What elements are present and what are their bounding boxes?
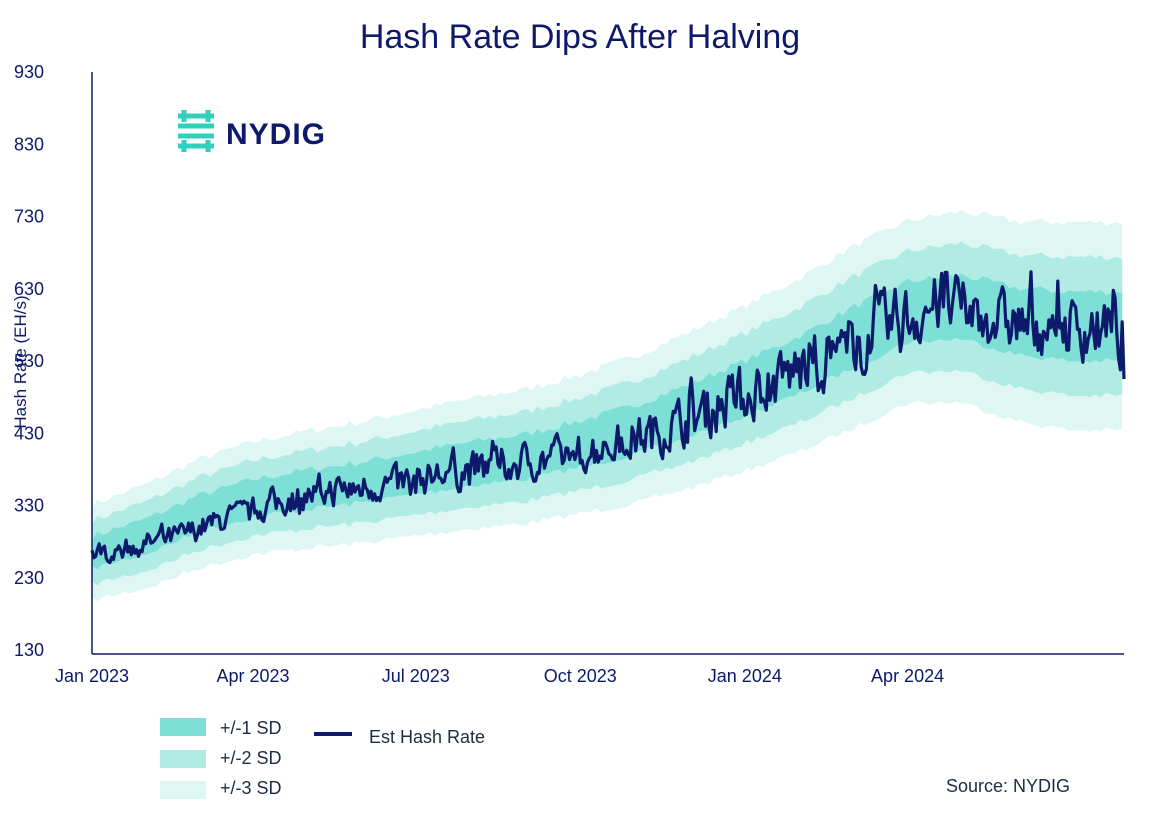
x-tick-label: Apr 2024 xyxy=(871,666,944,686)
x-tick-label: Jan 2024 xyxy=(708,666,782,686)
nydig-logo-icon xyxy=(178,110,214,152)
x-tick-label: Jan 2023 xyxy=(55,666,129,686)
legend-label-line: Est Hash Rate xyxy=(369,727,485,747)
nydig-logo: NYDIG xyxy=(178,110,326,152)
y-tick-label: 130 xyxy=(14,640,44,660)
y-tick-label: 930 xyxy=(14,62,44,82)
x-tick-label: Apr 2023 xyxy=(216,666,289,686)
series-layer xyxy=(90,270,1126,565)
y-tick-label: 730 xyxy=(14,207,44,227)
sd-bands xyxy=(92,209,1123,602)
legend-label-sd3: +/-3 SD xyxy=(220,778,282,798)
x-tick-label: Jul 2023 xyxy=(382,666,450,686)
y-tick-label: 230 xyxy=(14,568,44,588)
legend: +/-1 SD +/-2 SD +/-3 SD Est Hash Rate xyxy=(160,718,485,799)
legend-swatch-sd3 xyxy=(160,781,206,799)
legend-swatch-sd2 xyxy=(160,750,206,768)
logo-text: NYDIG xyxy=(226,118,326,151)
chart-title: Hash Rate Dips After Halving xyxy=(360,18,800,56)
y-tick-label: 830 xyxy=(14,134,44,154)
source-note: Source: NYDIG xyxy=(946,776,1070,796)
legend-label-sd1: +/-1 SD xyxy=(220,718,282,738)
legend-label-sd2: +/-2 SD xyxy=(220,748,282,768)
axes: 130 230 330 430 530 630 730 830 930 Jan 2023 Apr 2… xyxy=(14,62,1124,686)
legend-swatch-sd1 xyxy=(160,718,206,736)
y-axis-label: Hash Rate (EH/s) xyxy=(11,295,30,428)
y-tick-label: 430 xyxy=(14,423,44,443)
y-tick-label: 630 xyxy=(14,279,44,299)
y-tick-label: 330 xyxy=(14,496,44,516)
x-tick-label: Oct 2023 xyxy=(544,666,617,686)
est-hash-rate-line xyxy=(90,270,1126,565)
y-tick-label: 530 xyxy=(14,351,44,371)
